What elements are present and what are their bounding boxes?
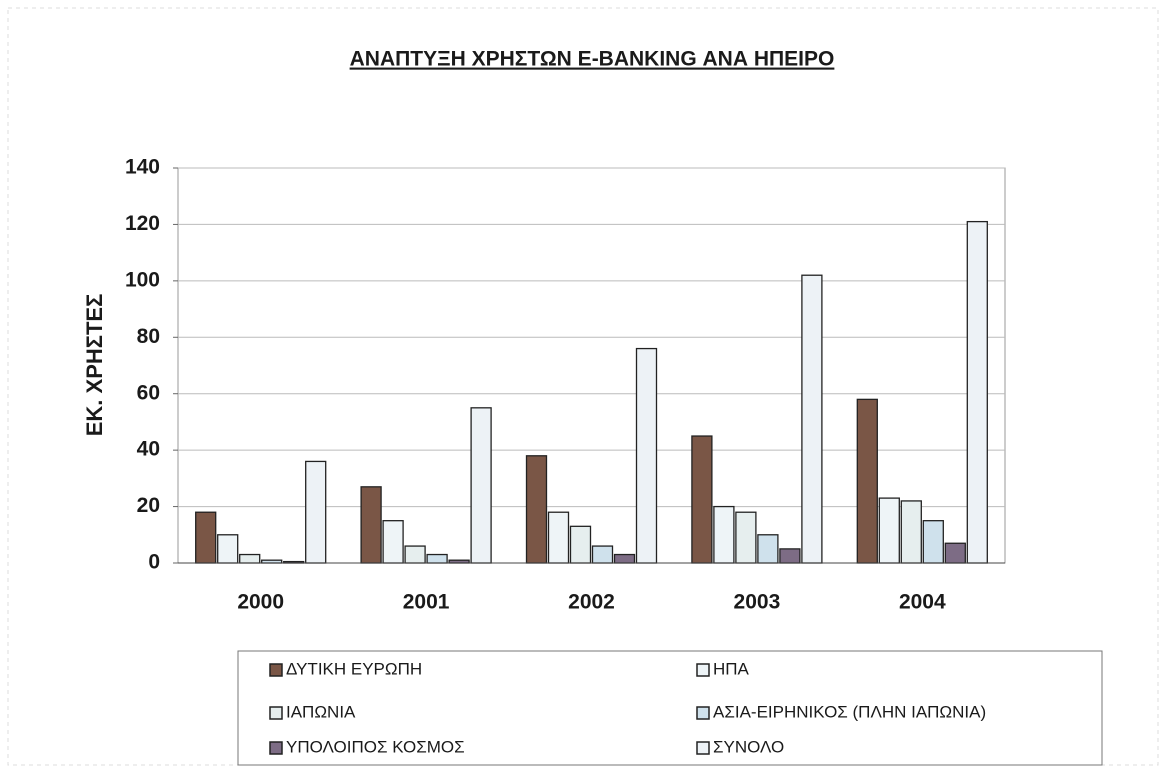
legend-swatch [269, 663, 283, 677]
bar [878, 497, 900, 564]
bar [944, 542, 966, 564]
x-tick-label: 2003 [734, 591, 781, 614]
legend-label: ΥΠΟΛΟΙΠΟΣ ΚΟΣΜΟΣ [286, 737, 465, 756]
bar [691, 435, 713, 564]
bar [239, 553, 261, 564]
bar [635, 347, 658, 564]
bar [591, 545, 614, 564]
bar [613, 553, 636, 564]
legend-swatch [269, 706, 283, 720]
y-tick-label: 100 [125, 268, 160, 291]
bar [713, 505, 735, 564]
bar [779, 548, 801, 564]
y-tick-label: 40 [137, 438, 160, 461]
y-tick-label: 120 [125, 212, 160, 235]
legend-label: ΣΥΝΟΛΟ [713, 737, 784, 756]
legend-box [237, 650, 1103, 766]
bar [801, 274, 823, 564]
legend-swatch [696, 741, 710, 755]
y-tick-label: 0 [148, 551, 160, 574]
bar [966, 220, 988, 564]
bar [470, 407, 492, 564]
x-tick-label: 2002 [568, 591, 615, 614]
y-tick-label: 80 [137, 325, 160, 348]
x-tick-label: 2004 [899, 591, 946, 614]
bar [382, 520, 404, 564]
bar [404, 545, 426, 564]
x-tick-label: 2001 [403, 591, 450, 614]
y-axis-label: ΕΚ. ΧΡΗΣΤΕΣ [82, 294, 107, 437]
bar [426, 553, 448, 564]
bar [735, 511, 757, 564]
legend-swatch [696, 706, 710, 720]
bar [547, 511, 570, 564]
bar [360, 486, 382, 564]
chart-title: ΑΝΑΠΤΥΞΗ ΧΡΗΣΤΩΝ E-BANKING ΑΝΑ ΗΠΕΙΡΟ [350, 48, 835, 71]
y-tick-label: 60 [137, 381, 160, 404]
bar [525, 455, 548, 564]
bar [569, 525, 592, 564]
bar [757, 534, 779, 564]
bar [922, 520, 944, 564]
legend-label: ΔΥΤΙΚΗ ΕΥΡΩΠΗ [286, 659, 422, 678]
bar [856, 398, 878, 564]
legend-swatch [696, 663, 710, 677]
x-tick-label: 2000 [237, 591, 284, 614]
bar [217, 534, 239, 564]
y-tick-label: 20 [137, 494, 160, 517]
y-tick-label: 140 [125, 156, 160, 179]
bar [195, 511, 217, 564]
legend-swatch [269, 741, 283, 755]
legend-label: ΗΠΑ [713, 659, 750, 678]
bar [305, 460, 327, 564]
bar [900, 500, 922, 564]
legend-label: ΙΑΠΩΝΙΑ [286, 702, 356, 721]
legend-label: ΑΣΙΑ-ΕΙΡΗΝΙΚΟΣ (ΠΛΗΝ ΙΑΠΩΝΙΑ) [713, 702, 986, 721]
